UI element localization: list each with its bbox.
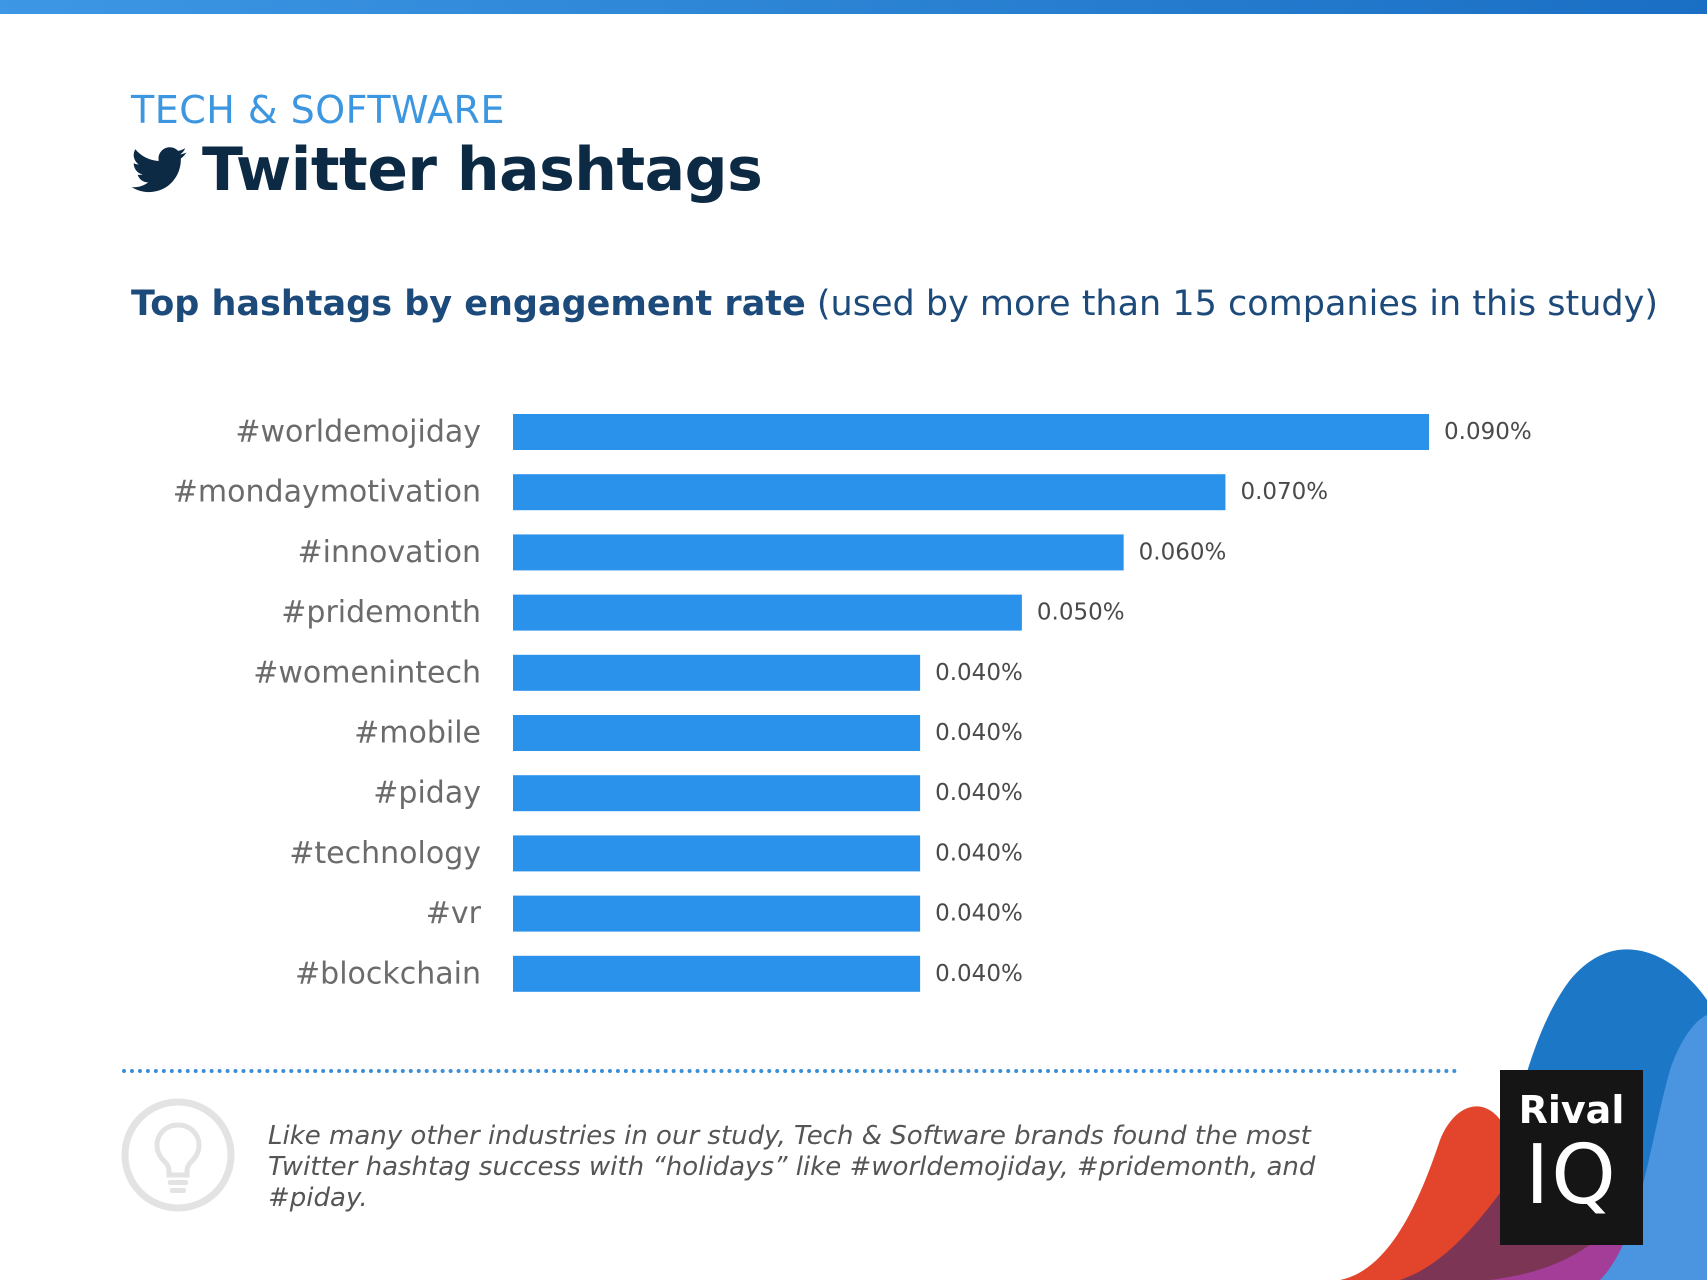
value-label: 0.070% (1240, 479, 1328, 505)
category-label: #technology (289, 836, 481, 871)
page-title: Twitter hashtags (202, 135, 763, 205)
title-row: Twitter hashtags (131, 132, 763, 208)
logo-word-iq: IQ (1525, 1128, 1618, 1223)
value-label: 0.060% (1139, 539, 1227, 565)
divider (122, 1069, 1458, 1073)
twitter-bird-icon (131, 147, 187, 193)
lightbulb-icon (121, 1098, 235, 1212)
bar (513, 474, 1226, 511)
category-label: #womenintech (253, 655, 481, 690)
category-label: #piday (373, 776, 481, 811)
category-label: #mobile (354, 716, 481, 751)
value-label: 0.040% (935, 720, 1023, 746)
rival-iq-logo: Rival IQ (1500, 1070, 1643, 1245)
bar (513, 654, 921, 691)
category-label: #pridemonth (281, 595, 481, 630)
category-label: #blockchain (295, 956, 481, 991)
bar (513, 835, 921, 872)
category-label: #mondaymotivation (173, 475, 481, 510)
subtitle-normal: (used by more than 15 companies in this … (805, 284, 1658, 324)
bar (513, 414, 1429, 450)
value-label: 0.040% (935, 901, 1023, 927)
subtitle-bold: Top hashtags by engagement rate (131, 284, 806, 324)
bar (513, 594, 1022, 631)
chart-subtitle: Top hashtags by engagement rate (used by… (131, 284, 1658, 324)
category-label: #vr (426, 896, 482, 931)
value-label: 0.050% (1037, 600, 1125, 626)
value-label: 0.090% (1444, 419, 1532, 445)
value-label: 0.040% (935, 961, 1023, 987)
top-accent-bar (0, 0, 1707, 14)
bar (513, 715, 921, 751)
category-label: TECH & SOFTWARE (131, 88, 505, 132)
category-label: #innovation (298, 535, 481, 570)
bar (513, 955, 921, 992)
value-label: 0.040% (935, 840, 1023, 866)
value-label: 0.040% (935, 780, 1023, 806)
category-label: #worldemojiday (235, 415, 481, 450)
insight-note: Like many other industries in our study,… (268, 1121, 1316, 1213)
bar (513, 775, 921, 812)
bar (513, 534, 1124, 571)
logo-word-rival: Rival (1518, 1088, 1625, 1132)
bar-chart: #worldemojiday 0.090% #mondaymotivation 0.0… (173, 414, 1532, 992)
bar (513, 895, 921, 932)
value-label: 0.040% (935, 660, 1023, 686)
